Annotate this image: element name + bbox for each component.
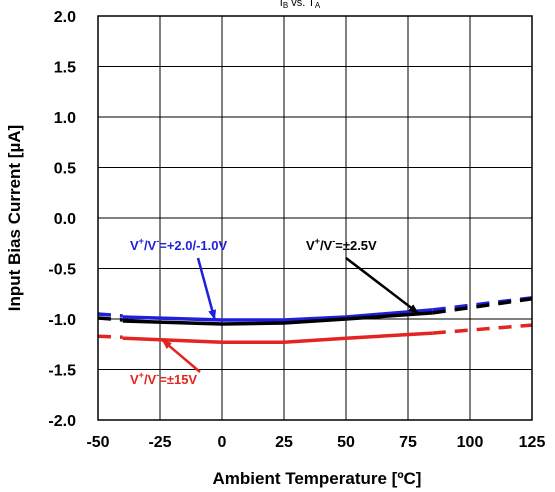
x-tick-label: -25 — [148, 434, 171, 451]
y-axis-title: Input Bias Current [µA] — [5, 125, 24, 311]
series-label-part: - — [332, 236, 335, 246]
condition-label: IB vs. TA — [280, 0, 321, 10]
y-tick-label: 1.0 — [54, 110, 76, 127]
series-label-part: V — [130, 372, 139, 387]
tick-labels: -50 -25 0 25 50 75 100 125 2.0 1.5 1.0 0.5 0.0 -0.5 -1… — [48, 9, 545, 451]
series-label-part: + — [315, 236, 320, 246]
x-tick-label: 25 — [275, 434, 293, 451]
grid — [98, 16, 532, 420]
y-tick-label: -1.0 — [48, 312, 76, 329]
series-line — [122, 331, 433, 344]
series-label: V+/V-=±15V — [130, 370, 197, 387]
series-label-part: V — [130, 238, 139, 253]
y-tick-label: -2.0 — [48, 413, 76, 430]
x-tick-label: 50 — [337, 434, 355, 451]
series-dashed-line — [432, 297, 533, 315]
x-tick-label: 75 — [399, 434, 417, 451]
annotations: V+/V-=+2.0/-1.0V V+/V-=±2.5VV+/V-=±15V — [130, 236, 419, 387]
series-label-part: + — [139, 370, 144, 380]
x-tick-label: -50 — [86, 434, 109, 451]
series-label-arrow — [196, 257, 217, 320]
series-label: V+/V-=±2.5V — [306, 236, 377, 253]
series-label-part: =+2.0/-1.0V — [159, 238, 227, 253]
series-label: V+/V-=+2.0/-1.0V — [130, 236, 228, 253]
series-label-arrow — [345, 257, 419, 314]
series-dashed-line — [97, 316, 123, 322]
series-label-part: =±2.5V — [335, 238, 377, 253]
series-label-part: /V — [144, 372, 157, 387]
series-dashed-line — [432, 323, 533, 335]
series-label-part: V — [306, 238, 315, 253]
x-tick-label: 125 — [519, 434, 546, 451]
series-label-part: - — [156, 370, 159, 380]
x-tick-label: 100 — [457, 434, 484, 451]
y-tick-label: 0.0 — [54, 211, 76, 228]
series-dashed-line — [432, 296, 533, 312]
y-tick-label: 2.0 — [54, 9, 76, 26]
series-label-part: + — [139, 236, 144, 246]
series-group — [97, 296, 533, 344]
y-tick-label: -1.5 — [48, 363, 76, 380]
x-axis-title: Ambient Temperature [ºC] — [213, 469, 422, 488]
series-label-arrow — [161, 339, 201, 373]
y-tick-label: -0.5 — [48, 262, 76, 279]
x-tick-label: 0 — [218, 434, 227, 451]
series-dashed-line — [97, 312, 123, 318]
series-label-part: - — [156, 236, 159, 246]
series-label-part: /V — [320, 238, 333, 253]
series-line — [122, 311, 433, 326]
series-label-part: /V — [144, 238, 157, 253]
y-tick-label: 0.5 — [54, 161, 76, 178]
series-label-part: =±15V — [159, 372, 197, 387]
series-dashed-line — [97, 334, 123, 339]
series-line — [122, 308, 433, 322]
y-tick-label: 1.5 — [54, 60, 76, 77]
plot-frame — [97, 15, 533, 421]
